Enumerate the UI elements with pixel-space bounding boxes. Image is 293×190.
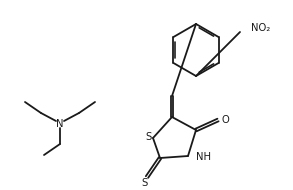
Text: NO₂: NO₂ [251, 23, 270, 33]
Text: O: O [221, 115, 229, 125]
Text: S: S [145, 132, 151, 142]
Text: N: N [56, 119, 64, 129]
Text: NH: NH [196, 152, 211, 162]
Text: S: S [142, 178, 148, 188]
